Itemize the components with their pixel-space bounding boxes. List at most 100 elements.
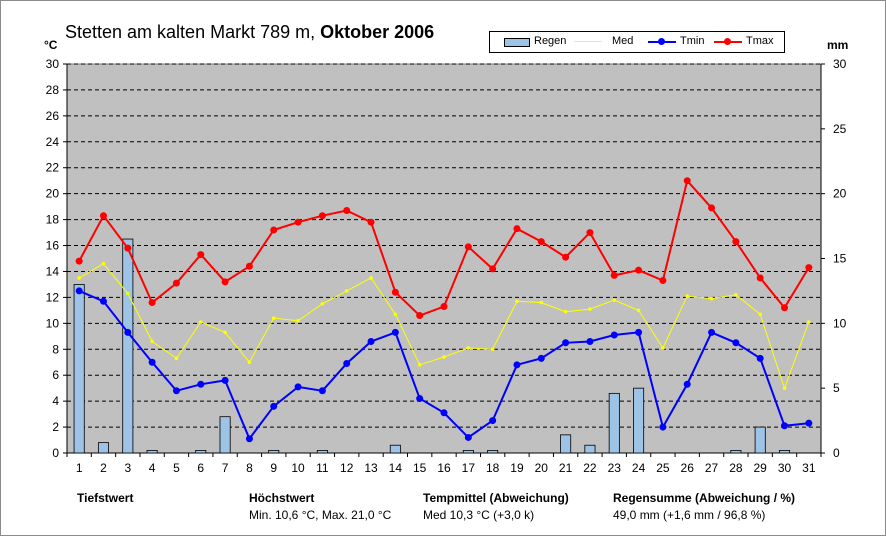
point-med: [709, 296, 714, 301]
point-med: [174, 356, 179, 361]
point-tmin: [537, 354, 545, 362]
point-med: [271, 316, 276, 320]
x-tick-label: 28: [729, 461, 743, 475]
point-med: [466, 346, 471, 350]
right-tick-label: 10: [833, 316, 847, 330]
x-tick-label: 1: [76, 461, 83, 475]
point-tmin: [440, 409, 448, 417]
point-tmax: [318, 212, 326, 220]
point-med: [661, 346, 665, 350]
point-tmin: [513, 361, 521, 369]
point-tmin: [172, 387, 180, 395]
point-tmin: [245, 435, 253, 443]
point-tmin: [221, 376, 229, 384]
point-tmin: [148, 358, 156, 366]
bar-regen: [584, 444, 596, 454]
bar-regen: [316, 450, 328, 454]
left-tick-label: 18: [46, 213, 60, 227]
point-tmin: [343, 360, 351, 368]
point-med: [807, 320, 811, 324]
point-tmax: [562, 253, 570, 261]
left-tick-label: 26: [46, 109, 60, 123]
legend-swatch-med: [574, 41, 602, 42]
point-med: [685, 294, 690, 298]
footer-hoechstwert-value: Min. 10,6 °C, Max. 21,0 °C: [249, 508, 392, 522]
legend-label-med: Med: [612, 35, 634, 47]
x-tick-label: 8: [246, 461, 253, 475]
bar-regen: [633, 387, 645, 454]
point-tmax: [75, 257, 83, 265]
point-tmax: [367, 218, 375, 226]
point-tmax: [245, 262, 253, 270]
right-tick-label: 25: [833, 122, 847, 136]
point-tmax: [610, 271, 618, 279]
x-tick-label: 6: [197, 461, 204, 475]
x-tick-label: 7: [222, 461, 229, 475]
x-tick-label: 19: [510, 461, 524, 475]
point-tmin: [683, 380, 691, 388]
x-tick-label: 26: [681, 461, 695, 475]
x-tick-label: 24: [632, 461, 646, 475]
point-tmax: [416, 312, 424, 320]
point-med: [539, 300, 544, 305]
point-tmin: [391, 328, 399, 336]
point-tmin: [756, 354, 764, 362]
bar-regen: [560, 434, 572, 454]
legend-marker-tmax: [724, 38, 731, 45]
point-med: [442, 355, 446, 359]
point-med: [320, 302, 325, 306]
x-tick-label: 10: [291, 461, 305, 475]
point-tmin: [805, 419, 813, 427]
footer-tiefstwert-label: Tiefstwert: [77, 491, 134, 505]
point-tmax: [124, 244, 132, 252]
left-tick-label: 2: [52, 420, 59, 434]
footer-regensumme-value: 49,0 mm (+1,6 mm / 96,8 %): [613, 508, 766, 522]
bar-regen: [195, 450, 207, 454]
right-tick-label: 20: [833, 187, 847, 201]
point-tmax: [781, 304, 789, 312]
point-tmin: [464, 433, 472, 441]
bar-regen: [146, 450, 158, 454]
point-med: [782, 386, 787, 390]
point-med: [223, 330, 227, 335]
x-tick-label: 30: [778, 461, 792, 475]
bar-regen: [487, 450, 499, 454]
point-med: [417, 363, 422, 367]
point-tmin: [659, 423, 667, 431]
bar-regen: [219, 416, 231, 454]
point-tmax: [270, 226, 278, 234]
point-med: [198, 320, 203, 324]
legend-marker-tmin: [658, 38, 665, 45]
point-tmin: [197, 380, 205, 388]
point-med: [490, 347, 495, 352]
x-tick-label: 9: [270, 461, 277, 475]
point-med: [636, 308, 641, 313]
left-tick-label: 24: [46, 135, 60, 149]
point-tmin: [124, 328, 132, 336]
point-med: [734, 293, 738, 297]
bar-regen: [122, 238, 134, 454]
title-location: Stetten am kalten Markt 789 m,: [65, 22, 316, 42]
footer-hoechstwert: Höchstwert Min. 10,6 °C, Max. 21,0 °C: [249, 491, 391, 522]
footer-tempmittel: Tempmittel (Abweichung) Med 10,3 °C (+3,…: [423, 491, 569, 522]
point-tmin: [610, 331, 618, 339]
footer-regensumme: Regensumme (Abweichung / %) 49,0 mm (+1,…: [613, 491, 795, 522]
point-tmin: [99, 297, 107, 305]
legend-label-regen: Regen: [534, 35, 567, 47]
legend-item-regen: Regen: [504, 32, 574, 52]
point-tmax: [708, 204, 716, 212]
point-med: [393, 312, 398, 317]
x-tick-label: 21: [559, 461, 573, 475]
point-tmin: [635, 328, 643, 336]
x-tick-label: 18: [486, 461, 500, 475]
point-tmax: [586, 229, 594, 237]
x-tick-label: 31: [802, 461, 816, 475]
legend-label-tmin: Tmin: [680, 35, 705, 47]
point-tmin: [318, 387, 326, 395]
left-tick-label: 12: [46, 290, 60, 304]
bar-regen: [97, 442, 109, 454]
point-tmax: [99, 212, 107, 220]
x-tick-label: 16: [437, 461, 451, 475]
